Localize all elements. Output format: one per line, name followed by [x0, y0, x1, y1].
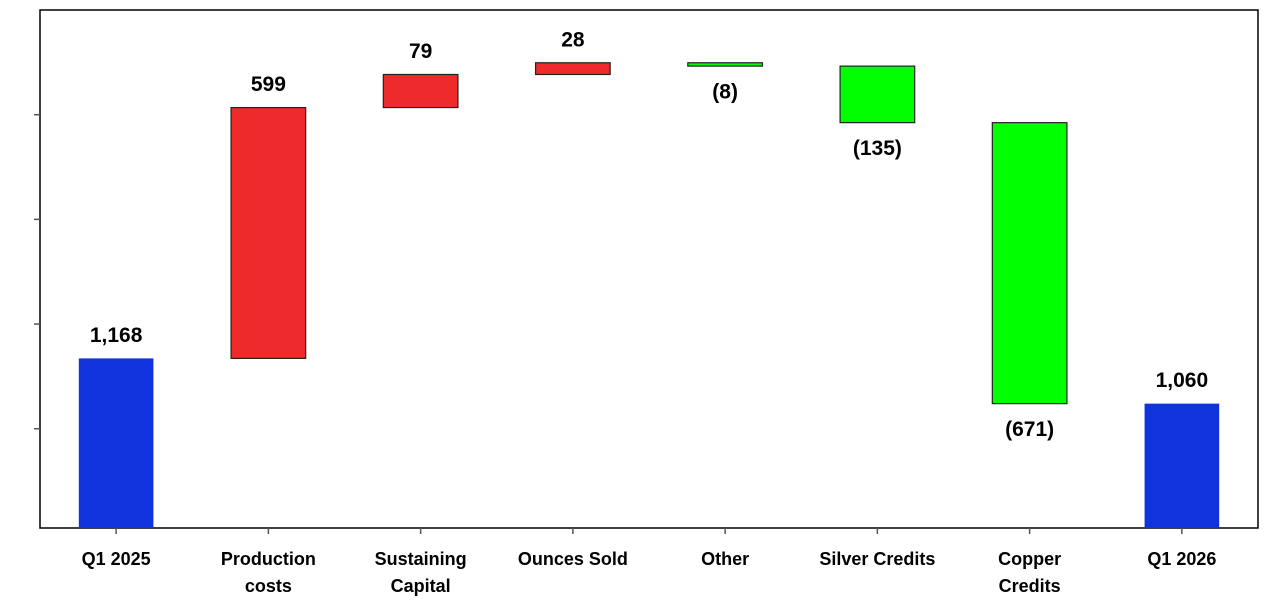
x-tick-label: Q1 2025	[81, 549, 151, 569]
x-tick-label: Other	[701, 549, 750, 569]
bar	[230, 106, 307, 360]
bar	[991, 122, 1068, 405]
bar	[382, 73, 459, 109]
x-tick-label: Sustaining Capital	[374, 549, 467, 596]
bar	[534, 62, 611, 76]
bar	[1144, 403, 1220, 528]
bar	[839, 65, 916, 124]
data-label: (135)	[853, 137, 902, 160]
data-label: (671)	[1005, 418, 1054, 441]
data-label: 599	[251, 73, 286, 96]
x-tick-label: Copper Credits	[998, 549, 1062, 596]
x-tick-label: Ounces Sold	[517, 549, 628, 569]
x-tick-label: Production costs	[220, 549, 316, 596]
plot-frame	[39, 9, 1259, 529]
data-label: 79	[409, 40, 432, 63]
data-label: (8)	[712, 81, 738, 104]
x-tick-label: Silver Credits	[819, 549, 936, 569]
bar	[78, 358, 154, 528]
data-label: 1,060	[1156, 369, 1209, 392]
data-label: 28	[561, 28, 585, 51]
bar	[687, 62, 764, 67]
x-tick-label: Q1 2026	[1147, 549, 1217, 569]
data-label: 1,168	[90, 324, 143, 347]
